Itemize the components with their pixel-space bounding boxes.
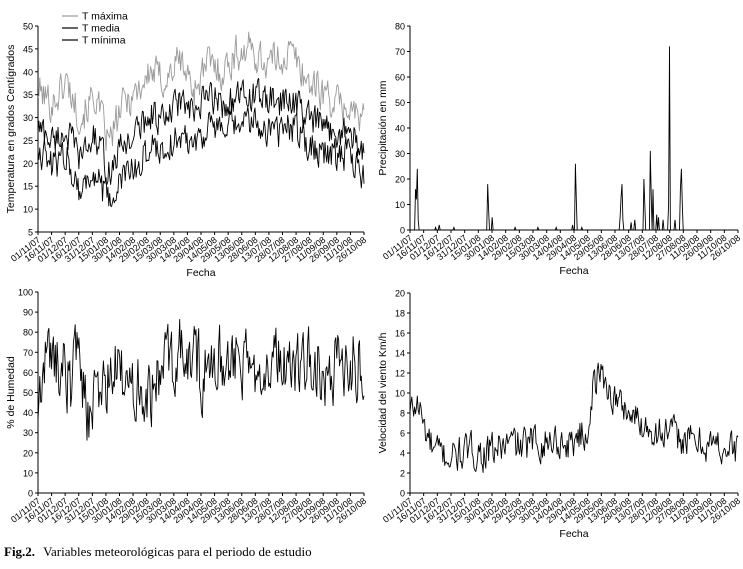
figure-caption: Fig.2. Variables meteorológicas para el p… [4, 544, 312, 560]
wind-ytick-label: 4 [400, 449, 405, 459]
wind-chart: 0246810121416182001/11/0716/11/0701/12/0… [377, 289, 742, 541]
wind-series-0 [409, 362, 739, 473]
hum-ytick-label: 80 [23, 328, 33, 338]
wind-ylabel: Velocidad del viento Km/h [377, 332, 389, 453]
hum-series-0 [37, 319, 365, 441]
temp-ytick-label: 40 [23, 67, 33, 77]
hum-ytick-label: 90 [23, 308, 33, 318]
hum-ytick-label: 40 [23, 408, 33, 418]
wind-ytick-label: 20 [395, 289, 405, 299]
hum-ytick-label: 70 [23, 348, 33, 358]
hum-ytick-label: 60 [23, 368, 33, 378]
caption-label: Fig.2. [4, 544, 36, 559]
precip-ytick-label: 20 [395, 175, 405, 185]
wind-ytick-label: 12 [395, 369, 405, 379]
temp-ytick-label: 10 [23, 205, 33, 215]
temp-series-1 [37, 77, 365, 185]
precip-ytick-label: 10 [395, 200, 405, 210]
temp-ytick-label: 15 [23, 182, 33, 192]
wind-ytick-label: 6 [400, 429, 405, 439]
temp-chart: 510152025303540455001/11/0716/11/0701/12… [5, 11, 368, 280]
temp-ytick-label: 5 [28, 228, 33, 238]
hum-ytick-label: 50 [23, 388, 33, 398]
hum-ylabel: % de Humedad [5, 356, 17, 429]
precip-ytick-label: 40 [395, 124, 405, 134]
wind-xlabel: Fecha [559, 528, 588, 540]
precip-ytick-label: 0 [400, 226, 405, 236]
precip-ytick-label: 70 [395, 47, 405, 57]
hum-ytick-label: 0 [28, 489, 33, 499]
precip-ytick-label: 80 [395, 22, 405, 32]
wind-ytick-label: 10 [395, 389, 405, 399]
temp-ytick-label: 20 [23, 159, 33, 169]
temp-ytick-label: 25 [23, 136, 33, 146]
temp-ylabel: Temperatura en grados Centígrados [5, 45, 17, 214]
wind-ytick-label: 2 [400, 469, 405, 479]
caption-text: Variables meteorológicas para el periodo… [43, 544, 312, 559]
precip-ytick-label: 60 [395, 73, 405, 83]
temp-ytick-label: 30 [23, 113, 33, 123]
hum-chart: 010203040506070809010001/11/0716/11/0701… [5, 288, 368, 526]
wind-ytick-label: 14 [395, 349, 405, 359]
wind-ytick-label: 0 [400, 489, 405, 499]
temp-series-2 [37, 106, 365, 207]
legend-label-2: T mínima [82, 35, 126, 47]
wind-ytick-label: 8 [400, 409, 405, 419]
precip-ytick-label: 30 [395, 149, 405, 159]
precip-chart: 0102030405060708001/11/0716/11/0701/12/0… [377, 22, 742, 278]
precip-ytick-label: 50 [395, 98, 405, 108]
precip-series-0 [410, 46, 738, 231]
wind-ytick-label: 16 [395, 329, 405, 339]
wind-ytick-label: 18 [395, 309, 405, 319]
hum-ytick-label: 10 [23, 468, 33, 478]
temp-ytick-label: 35 [23, 90, 33, 100]
legend-label-1: T media [82, 23, 120, 35]
precip-ylabel: Precipitación en mm [377, 80, 389, 175]
hum-ytick-label: 30 [23, 428, 33, 438]
legend-label-0: T máxima [82, 11, 128, 23]
temp-xlabel: Fecha [186, 267, 215, 279]
temp-series-0 [37, 31, 365, 152]
hum-ytick-label: 100 [18, 288, 33, 298]
hum-ytick-label: 20 [23, 448, 33, 458]
temp-ytick-label: 50 [23, 22, 33, 32]
temp-ytick-label: 45 [23, 44, 33, 54]
precip-xlabel: Fecha [559, 265, 588, 277]
